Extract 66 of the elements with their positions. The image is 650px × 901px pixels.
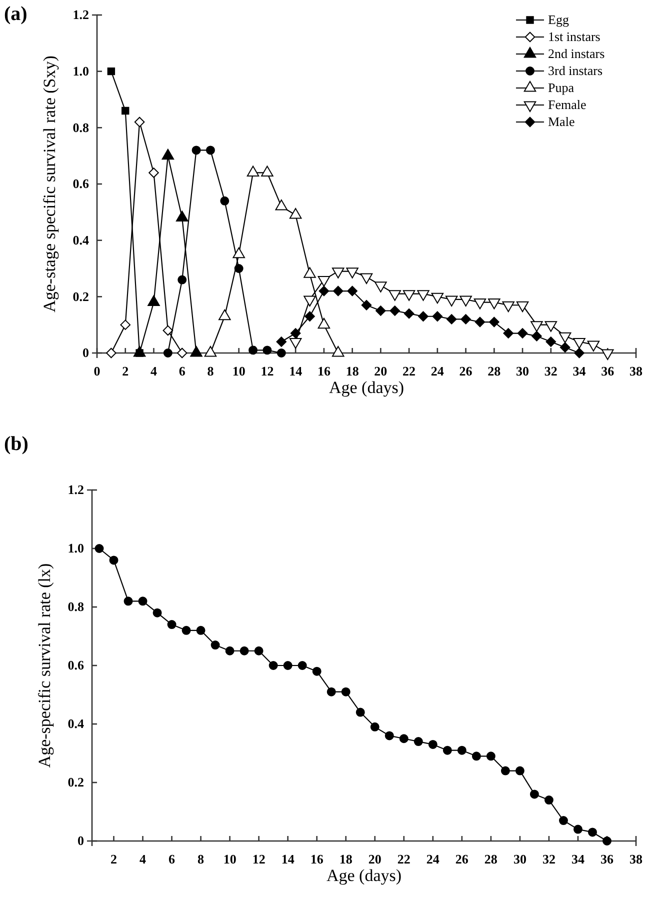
- x-tick-label: 30: [513, 851, 526, 866]
- y-tick-label: 1.0: [72, 63, 89, 78]
- x-tick-label: 10: [232, 363, 246, 378]
- y-tick-label: 0: [78, 833, 84, 848]
- text: (a): [4, 3, 28, 25]
- legend-label: Female: [548, 97, 586, 112]
- x-tick-label: 24: [426, 851, 440, 866]
- x-tick-label: 26: [459, 363, 473, 378]
- x-tick-label: 28: [488, 363, 502, 378]
- x-tick-label: 2: [122, 363, 129, 378]
- x-tick-label: 16: [317, 363, 331, 378]
- x-tick-label: 22: [397, 851, 410, 866]
- x-tick-label: 8: [207, 363, 214, 378]
- y-tick-label: 0: [82, 345, 89, 360]
- y-tick-label: 0.4: [68, 716, 84, 732]
- x-tick-label: 32: [542, 851, 556, 866]
- y-tick-label: 1.2: [72, 7, 89, 22]
- x-tick-label: 4: [150, 363, 158, 378]
- y-tick-label: 0.4: [72, 232, 90, 248]
- x-tick-label: 16: [310, 851, 324, 866]
- x-axis-title: Age (days): [326, 866, 402, 885]
- text: (b): [4, 433, 28, 455]
- x-tick-label: 20: [374, 363, 388, 378]
- y-tick-label: 0.2: [68, 774, 84, 790]
- x-tick-label: 22: [402, 363, 416, 378]
- y-tick-label: 0.6: [72, 176, 90, 192]
- legend-label: Egg: [548, 12, 570, 27]
- x-tick-label: 14: [289, 363, 303, 378]
- x-tick-label: 10: [223, 851, 236, 866]
- x-tick-label: 38: [630, 363, 643, 378]
- y-tick-label: 0.8: [72, 120, 90, 135]
- x-tick-label: 28: [484, 851, 498, 866]
- y-tick-label: 0.6: [68, 658, 84, 673]
- y-axis-title: Age-specific survival rate (lx): [35, 563, 54, 768]
- legend-label: Male: [548, 114, 575, 129]
- x-tick-label: 8: [198, 851, 205, 866]
- x-tick-label: 6: [178, 363, 186, 378]
- x-tick-label: 36: [601, 363, 615, 378]
- y-tick-label: 1.0: [68, 540, 84, 556]
- x-tick-label: 0: [94, 363, 100, 378]
- x-tick-label: 32: [544, 363, 558, 378]
- x-tick-label: 18: [339, 851, 353, 866]
- legend-label: 3rd instars: [548, 63, 603, 78]
- legend-label: Pupa: [548, 80, 574, 95]
- x-tick-label: 24: [430, 363, 444, 378]
- x-tick-label: 20: [368, 851, 382, 866]
- legend-label: 1st instars: [548, 29, 600, 44]
- legend-label: 2nd instars: [548, 46, 605, 61]
- x-tick-label: 34: [572, 363, 586, 378]
- x-tick-label: 38: [630, 851, 643, 866]
- x-tick-label: 12: [252, 851, 266, 866]
- x-tick-label: 12: [260, 363, 274, 378]
- x-tick-label: 2: [110, 851, 118, 866]
- x-tick-label: 36: [600, 851, 614, 866]
- y-axis-title: Age-stage specific survival rate (Sxy): [40, 56, 59, 312]
- x-tick-label: 34: [571, 851, 585, 866]
- y-tick-label: 1.2: [68, 482, 84, 498]
- x-tick-label: 30: [516, 363, 530, 378]
- y-tick-label: 0.2: [72, 288, 89, 304]
- x-axis-title: Age (days): [328, 378, 404, 397]
- x-tick-label: 26: [455, 851, 469, 866]
- x-tick-label: 6: [168, 851, 176, 866]
- x-tick-label: 18: [346, 363, 360, 378]
- x-tick-label: 14: [281, 851, 295, 866]
- x-tick-label: 4: [140, 851, 147, 866]
- y-tick-label: 0.8: [68, 599, 84, 614]
